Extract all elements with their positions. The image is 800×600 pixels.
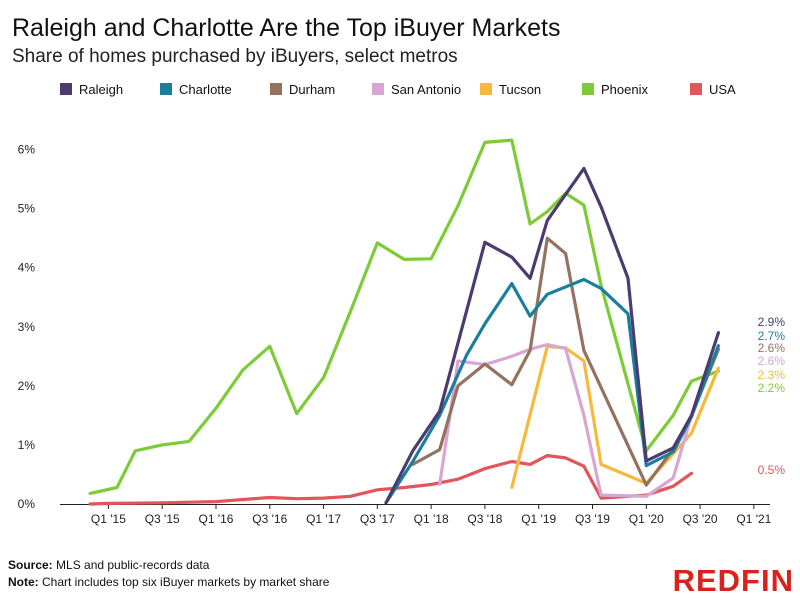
y-tick-label: 6% bbox=[18, 143, 36, 157]
y-tick-label: 5% bbox=[18, 202, 36, 216]
x-tick-label: Q3 '17 bbox=[360, 512, 395, 526]
chart-title: Raleigh and Charlotte Are the Top iBuyer… bbox=[12, 14, 561, 42]
legend-swatch bbox=[582, 83, 594, 95]
legend-label: USA bbox=[709, 81, 736, 97]
chart-subtitle: Share of homes purchased by iBuyers, sel… bbox=[12, 46, 458, 67]
x-tick-label: Q1 '17 bbox=[306, 512, 341, 526]
legend-swatch bbox=[60, 83, 72, 95]
series-line-charlotte bbox=[384, 277, 720, 505]
legend-label: Charlotte bbox=[179, 81, 232, 97]
end-label-raleigh: 2.9% bbox=[758, 315, 786, 329]
legend-label: Raleigh bbox=[79, 81, 124, 97]
legend-swatch bbox=[270, 83, 282, 95]
legend-label: Phoenix bbox=[601, 81, 648, 97]
x-tick-label: Q3 '19 bbox=[575, 512, 610, 526]
y-tick-label: 1% bbox=[18, 438, 36, 452]
end-label-durham: 2.6% bbox=[758, 341, 786, 355]
note-label: Note: bbox=[8, 575, 39, 589]
x-tick-label: Q3 '15 bbox=[145, 512, 180, 526]
x-tick-label: Q1 '19 bbox=[521, 512, 556, 526]
series-line-raleigh bbox=[384, 166, 720, 505]
x-tick-label: Q3 '18 bbox=[467, 512, 502, 526]
legend-label: San Antonio bbox=[391, 81, 462, 97]
y-tick-label: 4% bbox=[18, 261, 36, 275]
end-label-san-antonio: 2.6% bbox=[758, 354, 786, 368]
legend-swatch bbox=[372, 83, 384, 95]
legend-item-san-antonio: San Antonio bbox=[372, 80, 461, 98]
source-note: Source: MLS and public-records data bbox=[8, 558, 209, 572]
chart-note: Note: Chart includes top six iBuyer mark… bbox=[8, 575, 329, 589]
x-tick-label: Q1 '18 bbox=[414, 512, 449, 526]
note-text: Chart includes top six iBuyer markets by… bbox=[38, 575, 330, 589]
legend-swatch bbox=[160, 83, 172, 95]
redfin-logo: REDFIN bbox=[672, 563, 794, 598]
legend-item-usa: USA bbox=[690, 80, 736, 98]
end-label-charlotte: 2.7% bbox=[758, 329, 786, 343]
y-tick-label: 3% bbox=[18, 320, 36, 334]
legend-swatch bbox=[480, 83, 492, 95]
series-line-usa bbox=[88, 454, 694, 506]
x-tick-label: Q1 '21 bbox=[736, 512, 771, 526]
legend-item-phoenix: Phoenix bbox=[582, 80, 648, 98]
x-tick-label: Q3 '16 bbox=[252, 512, 287, 526]
legend-item-durham: Durham bbox=[270, 80, 335, 98]
x-tick-label: Q1 '20 bbox=[629, 512, 664, 526]
legend-swatch bbox=[690, 83, 702, 95]
x-tick-label: Q1 '15 bbox=[91, 512, 126, 526]
y-tick-label: 0% bbox=[18, 497, 36, 511]
legend-item-charlotte: Charlotte bbox=[160, 80, 232, 98]
end-label-tucson: 2.3% bbox=[758, 368, 786, 382]
source-label: Source: bbox=[8, 558, 53, 572]
end-label-usa: 0.5% bbox=[758, 463, 786, 477]
legend-item-raleigh: Raleigh bbox=[60, 80, 123, 98]
x-tick-label: Q3 '20 bbox=[683, 512, 718, 526]
legend-item-tucson: Tucson bbox=[480, 80, 541, 98]
source-text: MLS and public-records data bbox=[52, 558, 210, 572]
series-line-phoenix bbox=[88, 138, 720, 495]
end-label-phoenix: 2.2% bbox=[758, 381, 786, 395]
legend-label: Durham bbox=[289, 81, 336, 97]
y-tick-label: 2% bbox=[18, 379, 36, 393]
x-tick-label: Q1 '16 bbox=[198, 512, 233, 526]
legend-label: Tucson bbox=[499, 81, 542, 97]
